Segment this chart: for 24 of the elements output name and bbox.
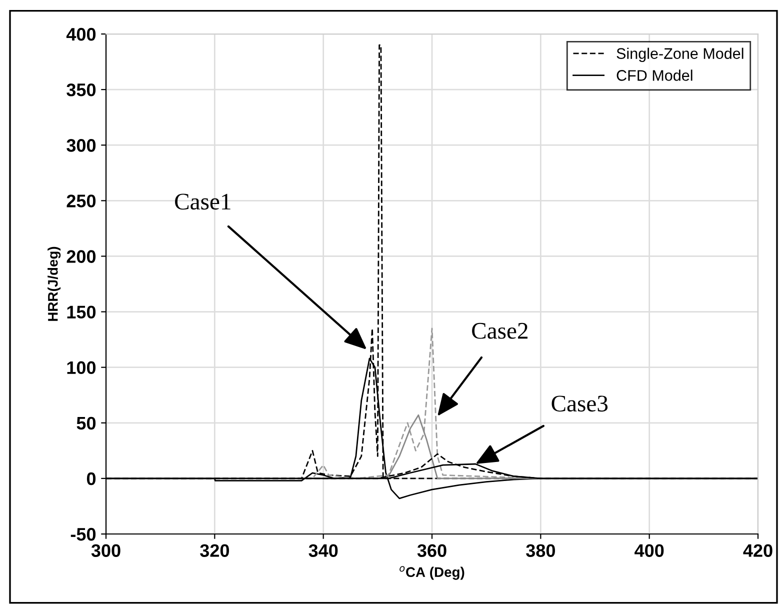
y-tick-label: 50	[76, 416, 96, 430]
annotation: Case2	[472, 322, 528, 339]
y-tick-label: 0	[86, 472, 96, 486]
legend-label: CFD Model	[616, 70, 692, 81]
y-tick-label: 200	[66, 250, 96, 263]
y-tick-label: 150	[67, 306, 96, 318]
y-tick-label: 100	[67, 361, 96, 374]
y-tick-label: 250	[66, 194, 96, 208]
annotation: Case1	[175, 194, 230, 210]
x-axis-title: $^{o}$CA (Deg)	[400, 566, 464, 580]
annotation: Case3	[552, 396, 608, 412]
x-tick-label: 380	[526, 544, 555, 558]
y-tick-label: 400	[66, 28, 96, 41]
legend-label: Single-Zone Model	[616, 48, 744, 62]
y-tick-label: -50	[70, 528, 96, 541]
y-tick-label: 350	[66, 83, 96, 96]
x-tick-label: 360	[417, 544, 446, 558]
x-tick-label: 340	[308, 544, 338, 558]
x-tick-label: 400	[634, 544, 664, 557]
y-tick-label: 300	[66, 139, 96, 152]
x-tick-label: 420	[743, 544, 772, 557]
y-axis-title: HRR(J/deg)	[48, 246, 61, 321]
x-tick-label: 300	[91, 544, 120, 558]
x-tick-label: 320	[200, 544, 229, 558]
